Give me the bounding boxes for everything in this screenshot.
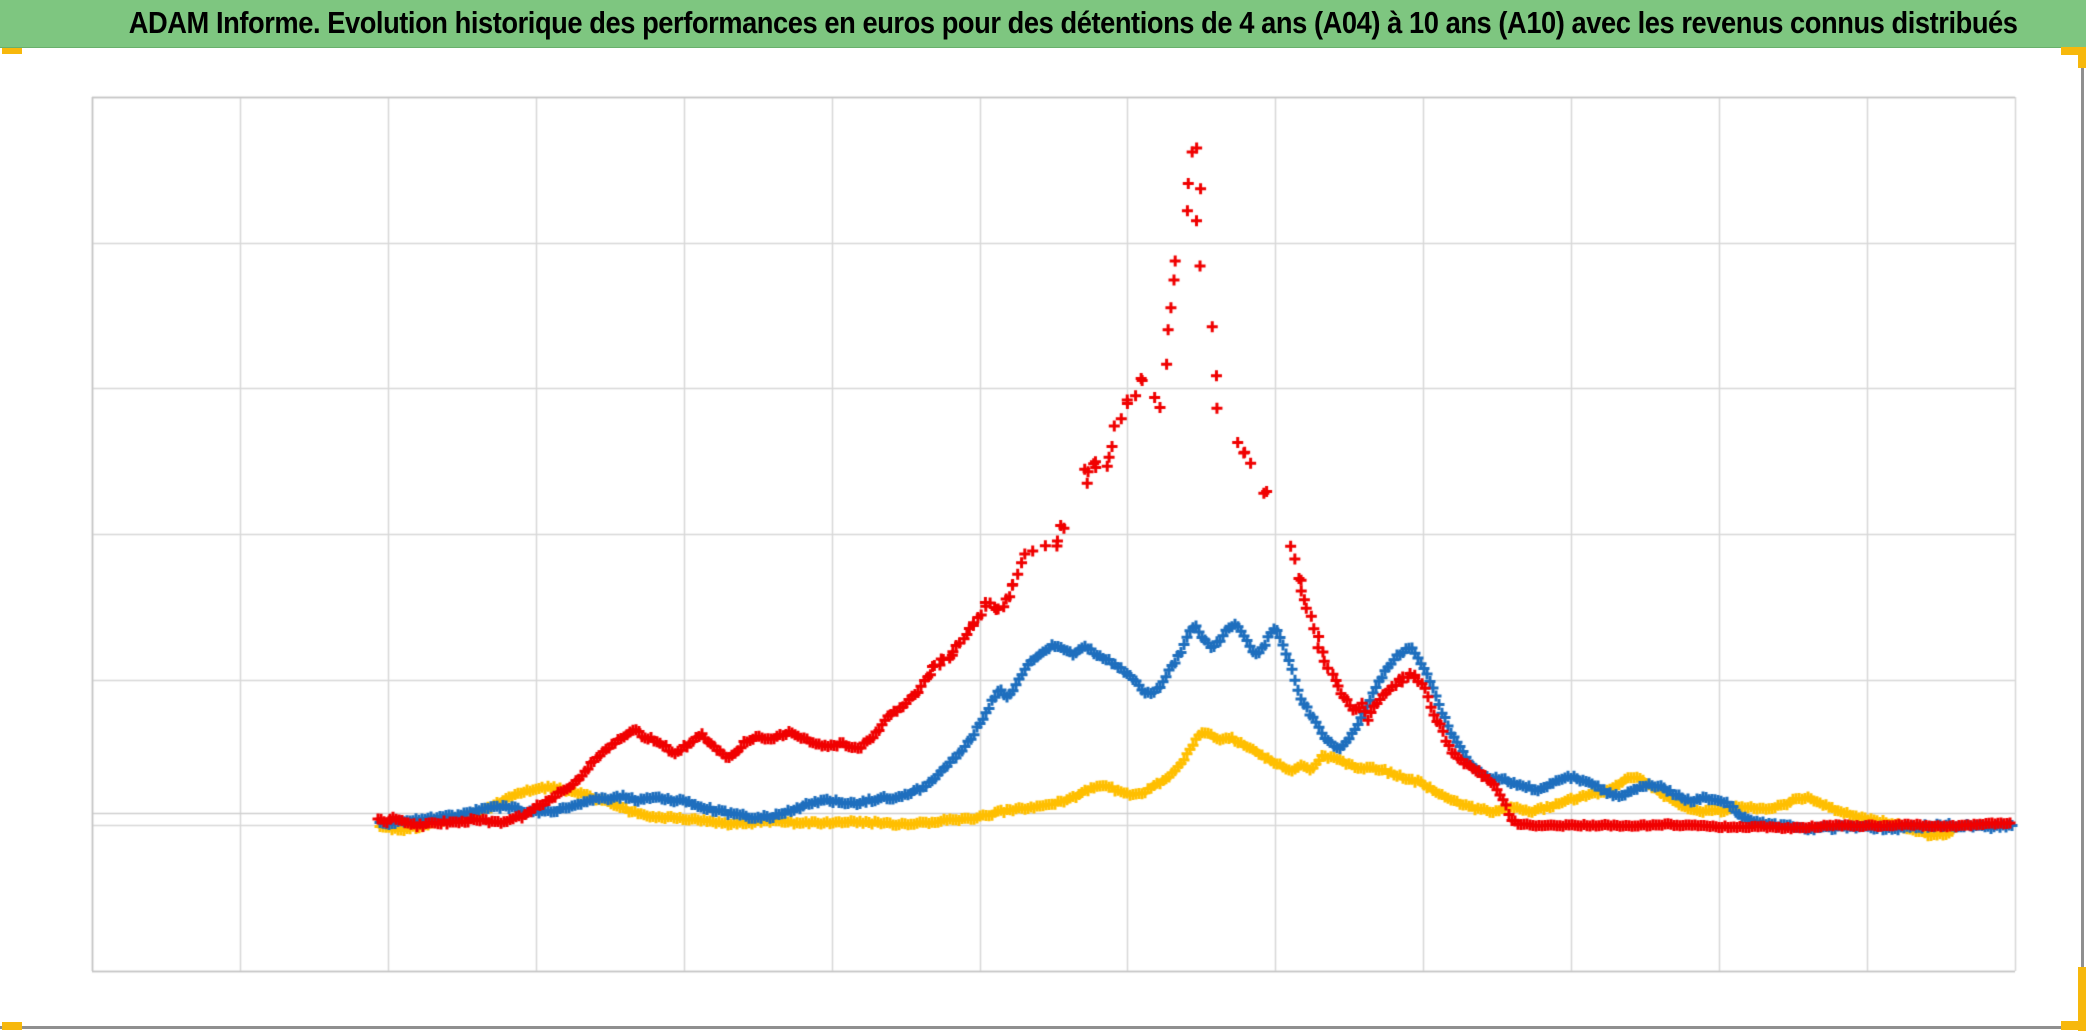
page-corner-marker-bottom-right [2061, 967, 2086, 1031]
page-corner-marker-top-right [2061, 47, 2086, 68]
page-corner-marker-top-left [2, 48, 22, 54]
page-bottom-border [0, 1026, 2086, 1029]
page-corner-marker-bottom-left [2, 1022, 22, 1030]
page-right-border [2081, 47, 2084, 1031]
